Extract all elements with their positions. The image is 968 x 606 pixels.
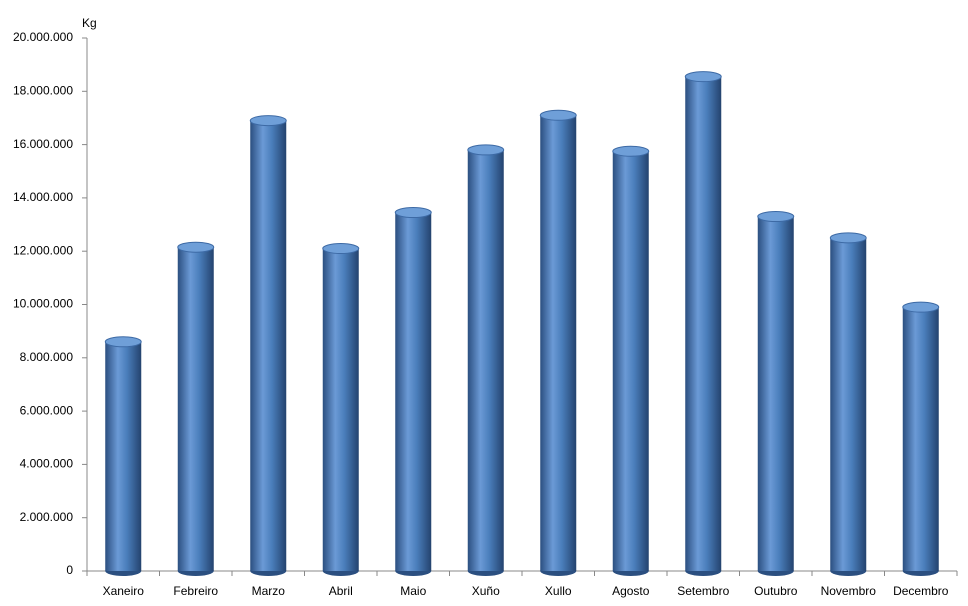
bar-top (684, 71, 722, 83)
bar (250, 120, 287, 572)
bar (612, 151, 649, 571)
y-tick-label: 8.000.000 (20, 350, 74, 364)
bar (685, 76, 722, 571)
bar-top (177, 241, 215, 253)
bar-top (249, 115, 287, 127)
x-tick-label: Xaneiro (103, 584, 145, 598)
bar-top (394, 207, 432, 219)
x-tick-label: Setembro (677, 584, 729, 598)
x-tick-label: Novembro (821, 584, 877, 598)
x-tick-label: Outubro (754, 584, 798, 598)
x-tick-label: Marzo (252, 584, 286, 598)
bar (757, 216, 794, 571)
y-tick-label: 2.000.000 (20, 510, 74, 524)
x-tick-label: Abril (329, 584, 353, 598)
x-tick-label: Decembro (893, 584, 949, 598)
x-tick-label: Xullo (545, 584, 572, 598)
y-tick-label: 18.000.000 (13, 83, 73, 97)
y-tick-label: 12.000.000 (13, 243, 73, 257)
y-tick-label: 6.000.000 (20, 403, 74, 417)
y-tick-label: 0 (66, 563, 73, 577)
bar (467, 149, 504, 571)
bar-top (322, 243, 360, 255)
bar (540, 115, 577, 571)
y-tick-label: 4.000.000 (20, 457, 74, 471)
bar (830, 237, 867, 571)
bar-top (104, 336, 142, 348)
x-tick-label: Febreiro (173, 584, 218, 598)
y-tick-label: 10.000.000 (13, 297, 73, 311)
bar-top (539, 109, 577, 121)
y-tick-label: 20.000.000 (13, 30, 73, 44)
bar-top (829, 232, 867, 244)
bar (395, 212, 432, 571)
bar-top (467, 144, 505, 156)
y-tick-label: 16.000.000 (13, 137, 73, 151)
x-tick-label: Xuño (472, 584, 500, 598)
bar (177, 247, 214, 571)
x-tick-label: Maio (400, 584, 426, 598)
bar-top (612, 145, 650, 157)
y-tick-label: 14.000.000 (13, 190, 73, 204)
bar-top (902, 301, 940, 313)
bar (902, 307, 939, 571)
bar (322, 248, 359, 571)
bar (105, 341, 142, 571)
y-axis-label: Kg (82, 16, 97, 30)
bar-top (757, 211, 795, 223)
x-tick-label: Agosto (612, 584, 650, 598)
